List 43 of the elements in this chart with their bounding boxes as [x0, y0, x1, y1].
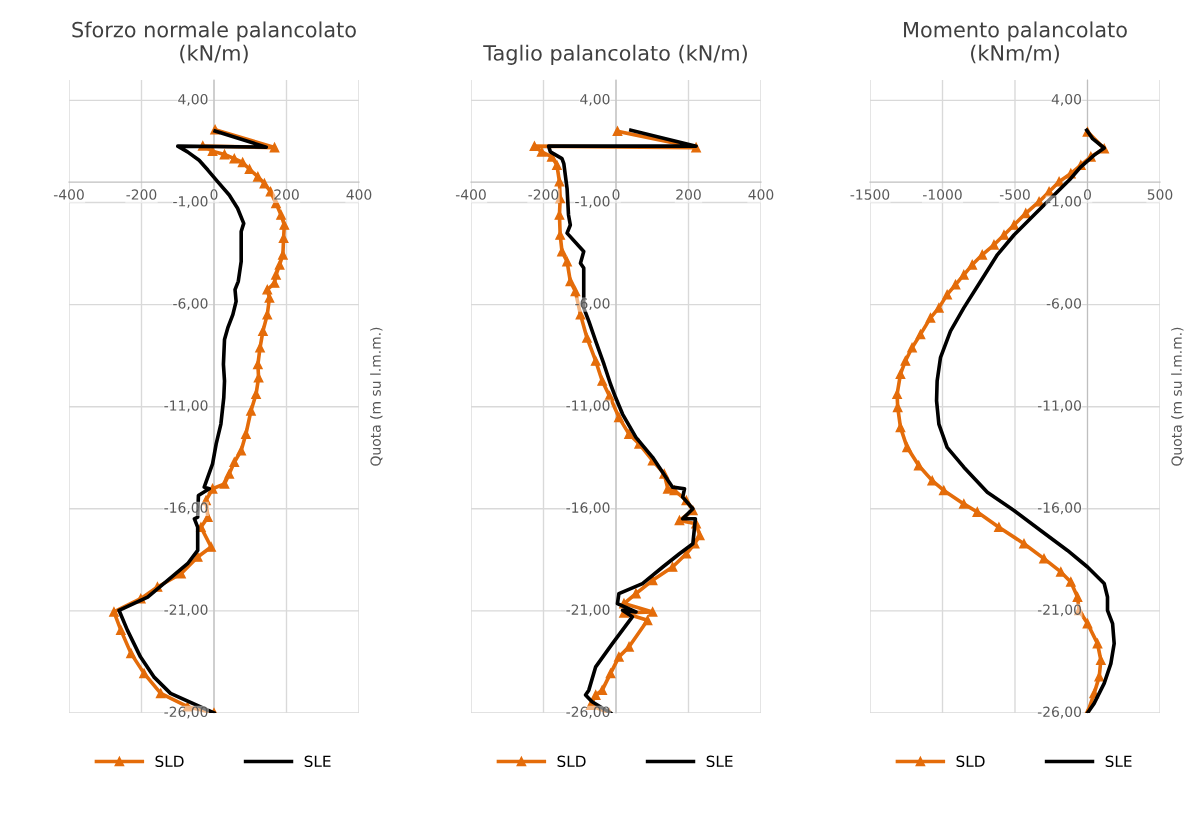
x-tick-label: -400	[455, 189, 486, 200]
y-tick-label: 4,00	[178, 93, 208, 106]
legend-label: SLD	[956, 755, 985, 768]
y-tick-label: -26,00	[1037, 706, 1082, 719]
chart-title: Sforzo normale palancolato (kN/m)	[72, 21, 356, 64]
x-tick-label: 400	[346, 189, 372, 200]
y-tick-label: -21,00	[164, 604, 208, 617]
x-tick-label: 500	[1147, 189, 1173, 200]
x-tick-label: -1500	[850, 189, 890, 200]
legend-label: SLD	[557, 755, 586, 768]
y-tick-label: -1,00	[173, 196, 208, 208]
y-tick-label: -21,00	[566, 604, 610, 617]
legend-label: SLE	[1105, 755, 1132, 768]
x-tick-label: -500	[999, 189, 1030, 200]
x-tick-label: -1000	[923, 189, 962, 200]
chart-title: Momento palancolato (kNm/m)	[904, 21, 1127, 64]
y-tick-label: -11,00	[566, 400, 610, 413]
y-tick-label: -16,00	[1037, 502, 1082, 515]
y-axis-title: Quota (m su l.m.m.)	[370, 327, 383, 466]
legend-label: SLE	[706, 755, 733, 768]
x-tick-label: 200	[676, 189, 701, 200]
y-tick-label: -1,00	[575, 196, 610, 208]
y-tick-label: -6,00	[173, 298, 208, 311]
y-tick-label: -26,00	[164, 706, 208, 719]
y-tick-label: 4,00	[1051, 93, 1082, 106]
x-tick-label: 0	[612, 189, 620, 200]
y-tick-label: -16,00	[566, 502, 610, 515]
legend-label: SLD	[155, 755, 184, 768]
x-tick-label: 0	[210, 189, 218, 200]
x-tick-label: -200	[126, 189, 157, 200]
y-tick-label: -26,00	[566, 706, 610, 719]
x-tick-label: 200	[274, 189, 299, 200]
y-tick-label: 4,00	[580, 93, 610, 106]
y-tick-label: -1,00	[1046, 196, 1082, 208]
y-tick-label: -6,00	[1046, 298, 1082, 311]
legend-label: SLE	[304, 755, 331, 768]
x-tick-label: -400	[53, 189, 84, 200]
y-tick-label: -11,00	[1037, 400, 1082, 413]
x-tick-label: 0	[1084, 189, 1091, 200]
y-axis-title: Quota (m su l.m.m.)	[1171, 327, 1184, 466]
chart-title: Taglio palancolato (kN/m)	[483, 44, 747, 65]
x-tick-label: 400	[748, 189, 774, 200]
y-tick-label: -11,00	[164, 400, 208, 413]
